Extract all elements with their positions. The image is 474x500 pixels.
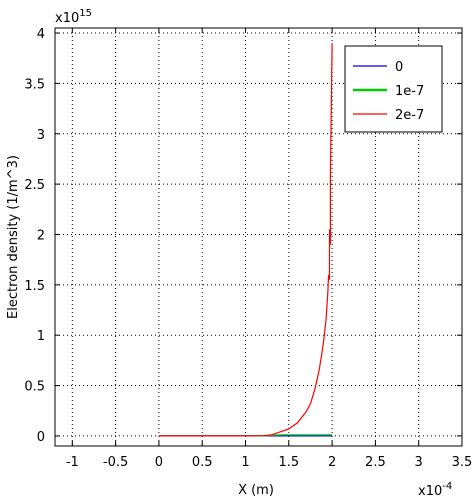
- x-tick-label: 2: [328, 455, 336, 470]
- series-lines: [158, 43, 333, 437]
- axis-ticks: [55, 28, 463, 446]
- x-scale-multiplier: x10-4: [418, 481, 452, 499]
- legend-label-0: 0: [395, 60, 403, 75]
- legend-label-1: 1e-7: [395, 84, 424, 99]
- x-tick-label: 2.5: [365, 455, 386, 470]
- x-tick-label: 3: [415, 455, 423, 470]
- series-line-2: [158, 43, 333, 437]
- x-tick-label: 3.5: [452, 455, 473, 470]
- y-tick-label: 0: [37, 430, 45, 445]
- y-tick-label: 4: [37, 27, 45, 42]
- y-scale-multiplier: x1015: [55, 8, 92, 26]
- legend-label-2: 2e-7: [395, 108, 424, 123]
- y-tick-label: 2: [37, 228, 45, 243]
- x-tick-label: 0.5: [192, 455, 213, 470]
- y-tick-labels: 0 0.5 1 1.5 2 2.5 3 3.5 4: [24, 27, 45, 445]
- x-axis-label: X (m): [238, 483, 274, 498]
- x-tick-label: -0.5: [103, 455, 128, 470]
- plot-frame: [54, 27, 463, 447]
- y-axis-label: Electron density (1/m^3): [6, 155, 21, 319]
- y-tick-label: 1: [37, 329, 45, 344]
- y-tick-label: 1.5: [24, 279, 45, 294]
- y-tick-label: 0.5: [24, 380, 45, 395]
- x-tick-label: 1.5: [278, 455, 299, 470]
- legend: 0 1e-7 2e-7: [344, 45, 443, 133]
- y-tick-label: 3.5: [24, 77, 45, 92]
- x-tick-label: -1: [66, 455, 79, 470]
- x-tick-label: 1: [241, 455, 249, 470]
- x-tick-labels: -1 -0.5 0 0.5 1 1.5 2 2.5 3 3.5: [66, 455, 473, 470]
- y-tick-label: 2.5: [24, 178, 45, 193]
- x-tick-label: 0: [155, 455, 163, 470]
- y-tick-label: 3: [37, 128, 45, 143]
